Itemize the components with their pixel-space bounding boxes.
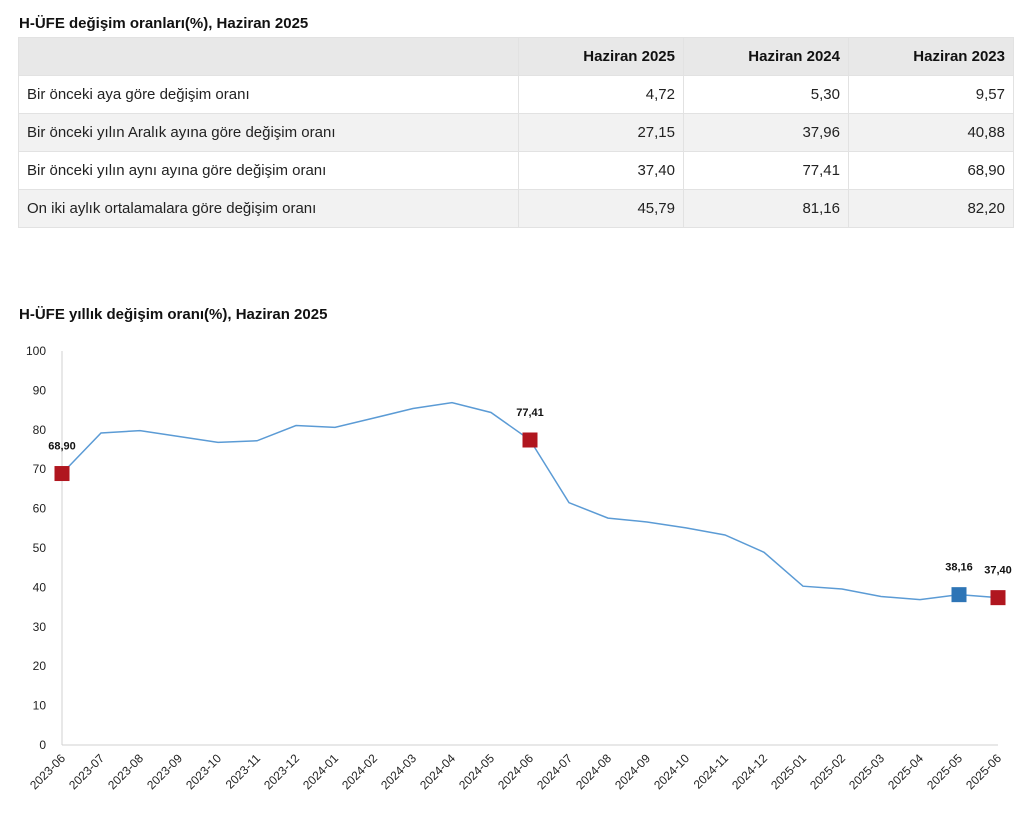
table-cell: 68,90 (848, 151, 1014, 190)
y-tick-label: 60 (33, 502, 47, 516)
x-tick-label: 2025-05 (924, 751, 965, 792)
rates-table: Haziran 2025 Haziran 2024 Haziran 2023 B… (18, 37, 1014, 228)
table-cell: 40,88 (848, 113, 1014, 152)
highlight-marker (522, 432, 538, 448)
x-tick-label: 2025-06 (963, 751, 1004, 792)
highlight-marker (951, 587, 967, 603)
table-row: Bir önceki yılın Aralık ayına göre değiş… (18, 113, 1014, 152)
table-cell: 37,96 (683, 113, 849, 152)
y-tick-label: 30 (33, 620, 47, 634)
table-cell: 37,40 (518, 151, 684, 190)
table-row: On iki aylık ortalamalara göre değişim o… (18, 189, 1014, 228)
x-tick-label: 2024-09 (612, 751, 653, 792)
x-tick-label: 2024-01 (300, 751, 341, 792)
table-cell: 81,16 (683, 189, 849, 228)
row-label: Bir önceki aya göre değişim oranı (18, 75, 519, 114)
line-chart: 01020304050607080901002023-062023-072023… (26, 344, 1012, 792)
row-label: Bir önceki yılın Aralık ayına göre değiş… (18, 113, 519, 152)
y-tick-label: 40 (33, 580, 47, 594)
x-tick-label: 2025-04 (885, 751, 926, 792)
data-label: 37,40 (984, 565, 1012, 577)
y-tick-label: 80 (33, 423, 47, 437)
table-cell: 5,30 (683, 75, 849, 114)
row-label: On iki aylık ortalamalara göre değişim o… (18, 189, 519, 228)
x-tick-label: 2024-03 (378, 751, 419, 792)
x-tick-label: 2023-09 (144, 751, 185, 792)
x-tick-label: 2023-12 (261, 751, 302, 792)
table-cell: 82,20 (848, 189, 1014, 228)
x-tick-label: 2023-06 (27, 751, 68, 792)
y-tick-label: 50 (33, 541, 47, 555)
table-cell: 45,79 (518, 189, 684, 228)
y-tick-label: 70 (33, 462, 47, 476)
x-tick-label: 2023-07 (66, 751, 107, 792)
row-label: Bir önceki yılın aynı ayına göre değişim… (18, 151, 519, 190)
y-tick-label: 0 (39, 738, 46, 752)
y-tick-label: 10 (33, 699, 47, 713)
x-tick-label: 2024-02 (339, 751, 380, 792)
x-tick-label: 2025-03 (846, 751, 887, 792)
data-label: 68,90 (48, 441, 76, 453)
highlight-marker (990, 590, 1006, 606)
x-tick-label: 2025-01 (768, 751, 809, 792)
y-tick-label: 100 (26, 344, 46, 358)
chart-title: H-ÜFE yıllık değişim oranı(%), Haziran 2… (19, 306, 328, 323)
table-cell: 9,57 (848, 75, 1014, 114)
x-tick-label: 2023-11 (223, 751, 264, 792)
highlight-marker (54, 466, 70, 482)
x-tick-label: 2024-07 (534, 751, 575, 792)
data-label: 77,41 (516, 407, 544, 419)
x-tick-label: 2024-08 (573, 751, 614, 792)
x-tick-label: 2024-11 (691, 751, 732, 792)
x-tick-label: 2024-05 (456, 751, 497, 792)
x-tick-label: 2025-02 (807, 751, 848, 792)
table-title: H-ÜFE değişim oranları(%), Haziran 2025 (19, 15, 309, 32)
table-cell: 77,41 (683, 151, 849, 190)
table-row: Bir önceki yılın aynı ayına göre değişim… (18, 151, 1014, 190)
data-label: 38,16 (945, 562, 973, 574)
column-header: Haziran 2024 (683, 37, 849, 76)
y-tick-label: 90 (33, 383, 47, 397)
column-header: Haziran 2025 (518, 37, 684, 76)
y-tick-label: 20 (33, 659, 47, 673)
x-tick-label: 2024-04 (417, 751, 458, 792)
series-line (61, 401, 999, 601)
x-tick-label: 2024-06 (495, 751, 536, 792)
table-header-row: Haziran 2025 Haziran 2024 Haziran 2023 (18, 37, 1014, 76)
x-tick-label: 2024-12 (729, 751, 770, 792)
x-tick-label: 2023-08 (105, 751, 146, 792)
table-row: Bir önceki aya göre değişim oranı 4,72 5… (18, 75, 1014, 114)
x-tick-label: 2023-10 (183, 751, 224, 792)
column-header (18, 37, 519, 76)
x-tick-label: 2024-10 (651, 751, 692, 792)
column-header: Haziran 2023 (848, 37, 1014, 76)
table-cell: 27,15 (518, 113, 684, 152)
table-cell: 4,72 (518, 75, 684, 114)
